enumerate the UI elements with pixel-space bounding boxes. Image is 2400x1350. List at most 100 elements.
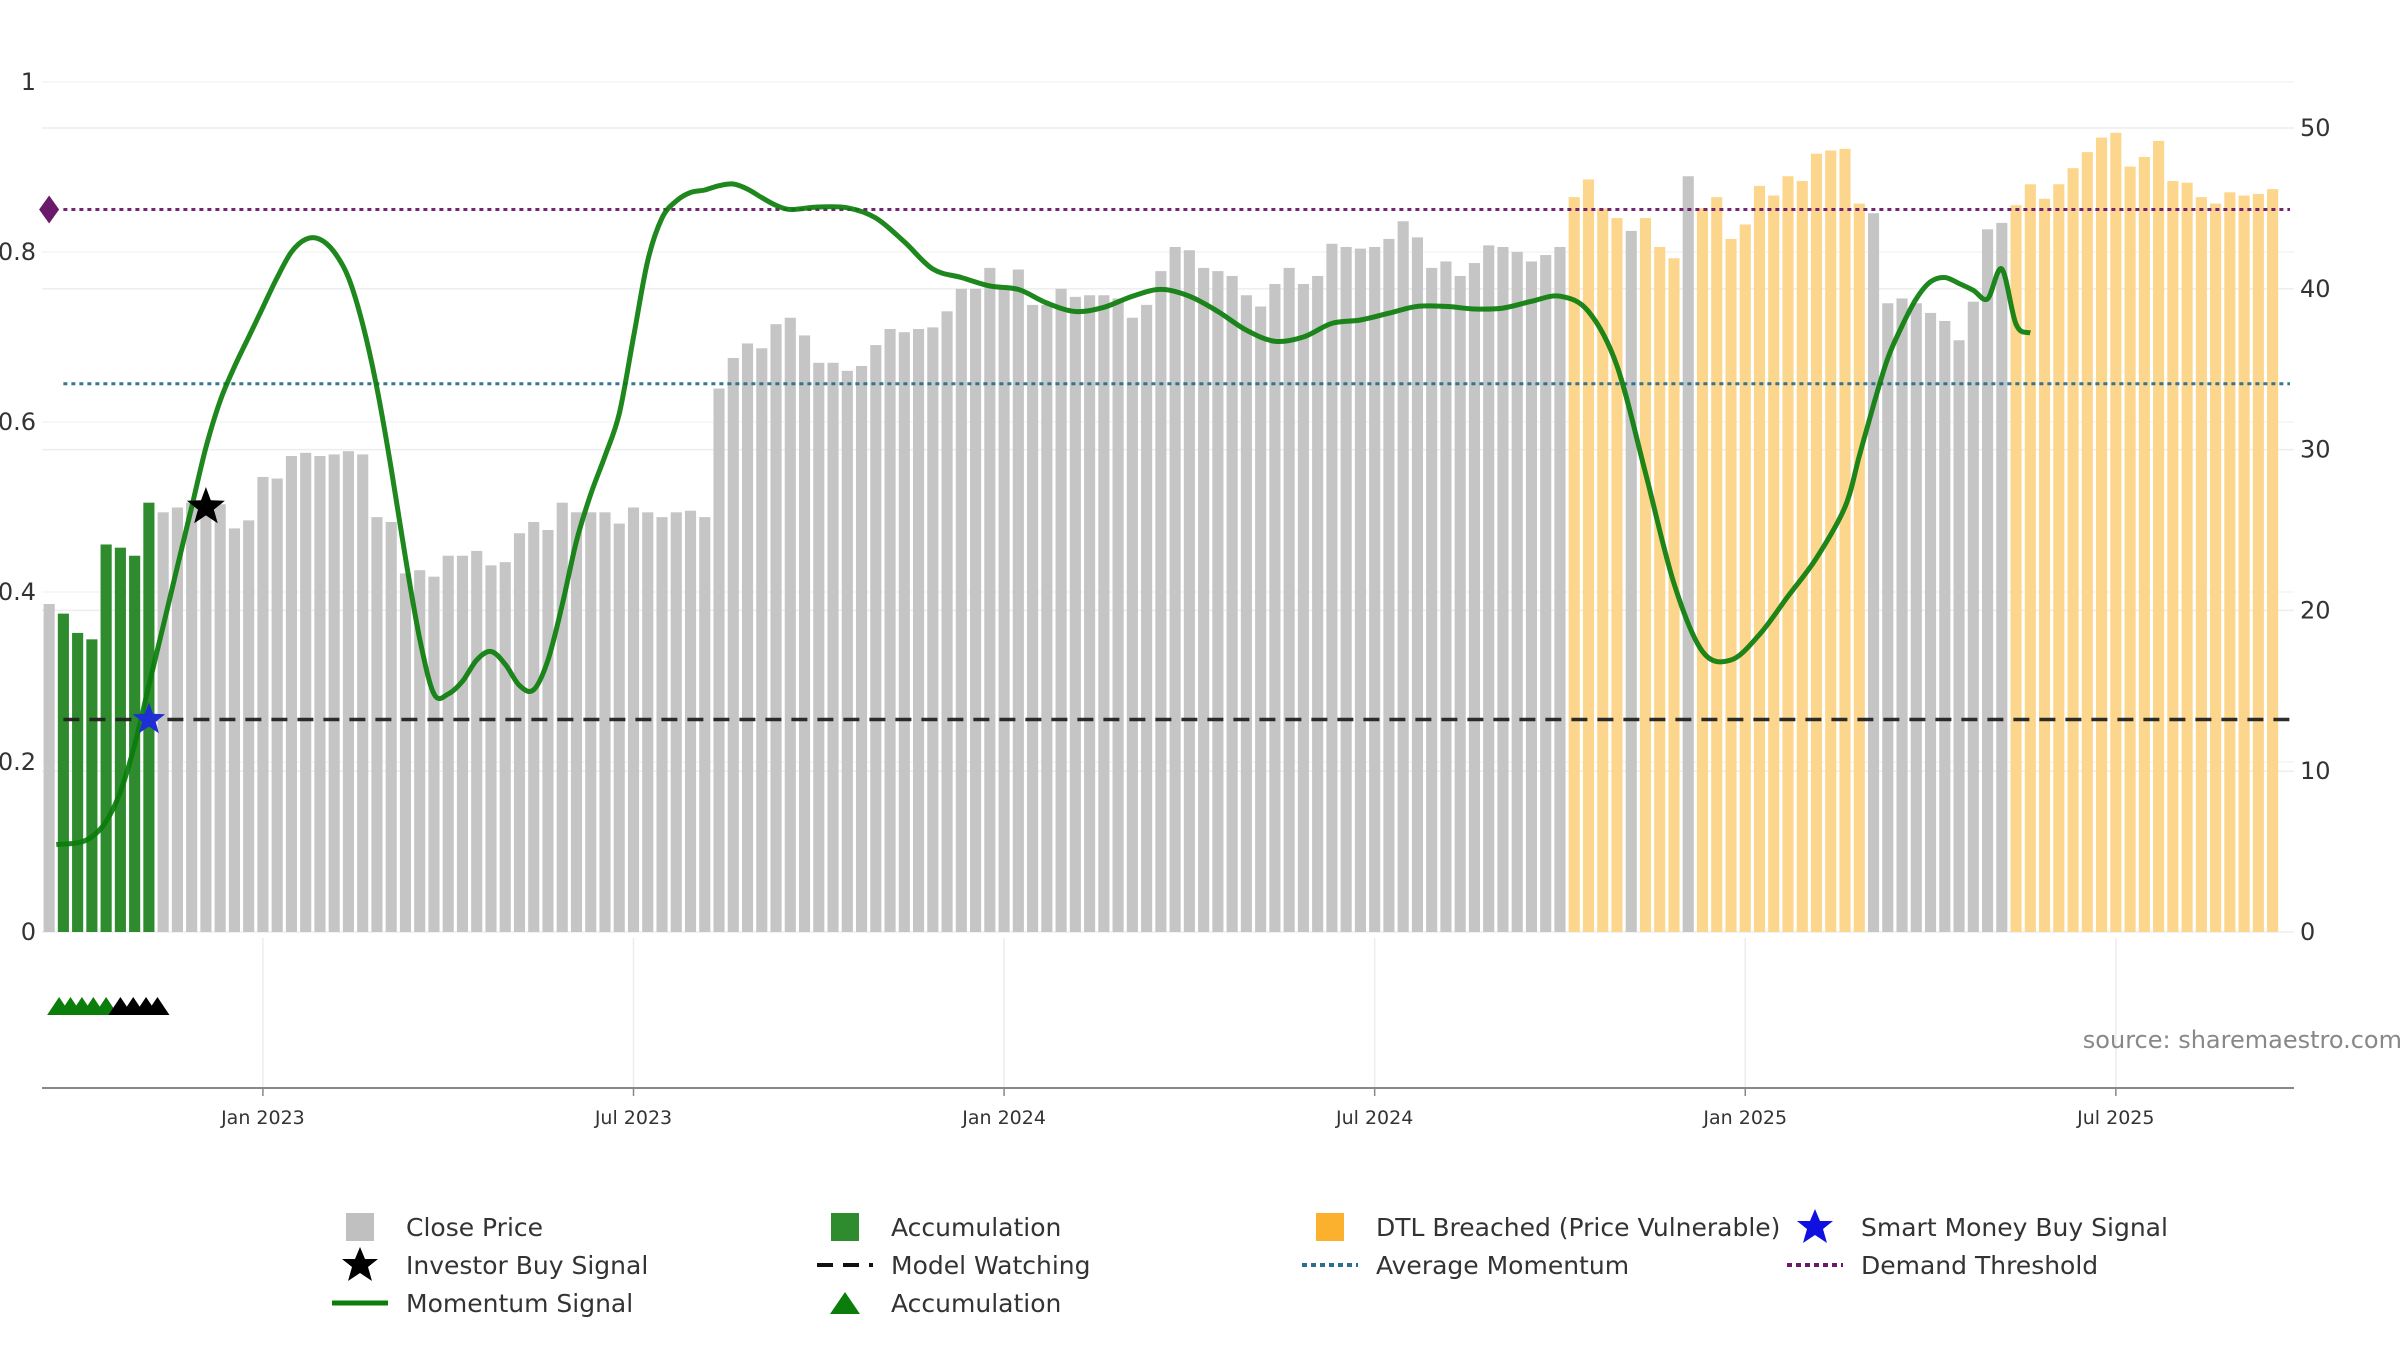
price-bar (1953, 340, 1965, 933)
price-bar (798, 335, 811, 932)
price-bar (342, 451, 355, 932)
price-bar (955, 288, 967, 932)
price-bar (471, 550, 483, 932)
price-bar (228, 528, 240, 932)
price-bar (1682, 176, 1694, 933)
price-bar (1354, 248, 1366, 933)
price-bar (1226, 275, 1238, 932)
price-bar (998, 288, 1010, 932)
left-tick-label: 1 (21, 68, 36, 96)
price-bar (870, 345, 882, 933)
price-bar (1597, 208, 1609, 932)
price-bar (1967, 301, 1979, 932)
smart-money-buy-marker (132, 702, 166, 734)
price-bar (1283, 267, 1295, 932)
legend-label: Close Price (406, 1212, 544, 1242)
price-bar (1810, 153, 1823, 932)
price-bar (1055, 288, 1067, 932)
price-bar (827, 362, 839, 932)
price-bar (1896, 298, 1908, 932)
price-bar (1825, 150, 1837, 933)
legend-model-watching: Model Watching (815, 1246, 1091, 1284)
price-bar (1853, 203, 1865, 933)
price-bar (2238, 195, 2250, 932)
price-bar (1924, 312, 1937, 932)
price-bar (855, 365, 868, 932)
price-bar (2252, 193, 2264, 933)
square-gray-icon (330, 1208, 390, 1246)
price-bar (884, 329, 896, 932)
price-bar (1654, 246, 1666, 932)
star-black-icon (330, 1246, 390, 1284)
legend-accumulation-marker: Accumulation (815, 1284, 1061, 1322)
price-bar (1554, 246, 1566, 932)
legend-average-momentum: Average Momentum (1300, 1246, 1629, 1284)
legend-close-price: Close Price (330, 1208, 543, 1246)
price-bar (2024, 184, 2036, 932)
legend-accumulation-bar: Accumulation (815, 1208, 1061, 1246)
legend-label: Investor Buy Signal (406, 1250, 649, 1280)
price-bar (1411, 237, 1423, 932)
price-bar (741, 343, 754, 932)
legend-label: Model Watching (891, 1250, 1091, 1280)
price-bar (1497, 246, 1509, 932)
price-bar (1183, 250, 1195, 932)
price-bar (2210, 203, 2222, 933)
price-bar (285, 456, 297, 932)
price-bar (784, 317, 796, 932)
price-bar (399, 573, 412, 932)
investor-buy-marker (186, 487, 225, 524)
price-bar (984, 267, 996, 932)
price-bar (1084, 295, 1096, 932)
price-bar (1212, 271, 1224, 932)
price-bar (2153, 140, 2165, 932)
price-bar (1383, 238, 1395, 932)
price-bar (1240, 295, 1252, 932)
price-bar (1711, 197, 1723, 933)
price-bar (1568, 197, 1580, 933)
price-bar (114, 547, 126, 932)
price-bar (642, 512, 654, 932)
price-bar (2110, 132, 2122, 933)
price-bar (1582, 179, 1595, 932)
price-bar (385, 521, 397, 932)
line-green-icon (330, 1284, 390, 1322)
price-bar (1468, 263, 1481, 932)
demand-threshold-marker (39, 195, 60, 224)
price-bar (1910, 303, 1922, 933)
price-bar (485, 565, 497, 932)
legend-label: Accumulation (891, 1212, 1062, 1242)
legend-smart-money: Smart Money Buy Signal (1785, 1208, 2168, 1246)
price-bar (86, 639, 98, 932)
price-bar (72, 632, 84, 932)
price-bar (1126, 317, 1138, 932)
price-bars (43, 132, 2279, 933)
price-bar (1426, 267, 1438, 932)
price-bar (328, 454, 340, 932)
triangle-green-icon (815, 1284, 875, 1322)
price-bar (1155, 271, 1167, 932)
price-bar (442, 555, 454, 932)
square-orange-icon (1300, 1208, 1360, 1246)
price-bar (1098, 295, 1110, 932)
price-bar (1141, 304, 1153, 932)
price-bar (556, 502, 568, 932)
price-bar (770, 324, 782, 932)
price-bar (1725, 238, 1737, 932)
price-bar (1069, 296, 1081, 933)
price-bar (1696, 208, 1709, 932)
price-bar (2067, 168, 2079, 932)
dot-purple-icon (1785, 1246, 1845, 1284)
price-bar (2224, 192, 2236, 932)
price-bar (627, 507, 640, 932)
price-bar (2096, 137, 2108, 932)
price-bar (1297, 283, 1309, 932)
price-bar (599, 512, 611, 932)
legend: Close Price Accumulation DTL Breached (P… (300, 1208, 2200, 1338)
price-bar (499, 562, 511, 932)
price-bar (1440, 261, 1452, 932)
price-bar (1041, 304, 1053, 932)
price-bar (713, 388, 725, 933)
x-tick-label: Jan 2024 (961, 1107, 1046, 1129)
price-bar (570, 512, 583, 932)
